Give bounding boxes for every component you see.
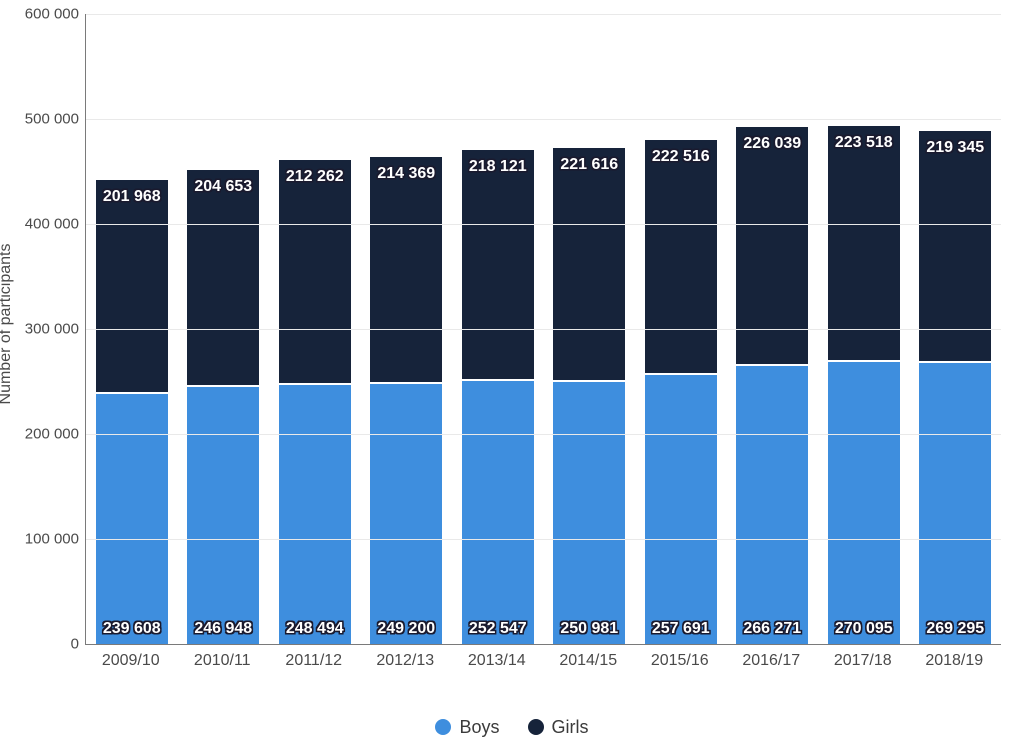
bar-value-label: 250 981 — [553, 620, 625, 638]
bar-segment-boys: 270 095 — [828, 360, 900, 644]
chart-frame: Number of participants 239 608201 968246… — [15, 4, 1009, 744]
bar-segment-boys: 248 494 — [279, 383, 351, 644]
x-tick-label: 2018/19 — [925, 652, 983, 670]
bar-value-label: 218 121 — [462, 158, 534, 176]
y-tick-label: 0 — [0, 636, 79, 653]
bar-value-label: 212 262 — [279, 168, 351, 186]
x-tick-label: 2016/17 — [742, 652, 800, 670]
y-tick-label: 200 000 — [0, 426, 79, 443]
bar-segment-boys: 266 271 — [736, 364, 808, 644]
bar-segment-girls: 212 262 — [279, 160, 351, 383]
bar-segment-girls: 201 968 — [96, 180, 168, 392]
gridline — [86, 119, 1001, 120]
bar-segment-boys: 269 295 — [919, 361, 991, 644]
gridline — [86, 434, 1001, 435]
bar-value-label: 201 968 — [96, 188, 168, 206]
legend-swatch — [528, 719, 544, 735]
bar-segment-girls: 204 653 — [187, 170, 259, 385]
plot-area: 239 608 201 968 246 948 204 653 248 494 212 2… — [85, 14, 1001, 645]
x-tick-label: 2015/16 — [651, 652, 709, 670]
bar-value-label: 266 271 — [736, 620, 808, 638]
bar-segment-girls: 222 516 — [645, 140, 717, 374]
y-tick-label: 100 000 — [0, 531, 79, 548]
bar-segment-girls: 219 345 — [919, 131, 991, 361]
x-tick-label: 2013/14 — [468, 652, 526, 670]
y-tick-label: 400 000 — [0, 216, 79, 233]
x-tick-label: 2011/12 — [285, 652, 342, 670]
bar-segment-boys: 252 547 — [462, 379, 534, 644]
bar-value-label: 249 200 — [370, 620, 442, 638]
bar-value-label: 248 494 — [279, 620, 351, 638]
legend-swatch — [435, 719, 451, 735]
bar-segment-boys: 250 981 — [553, 380, 625, 644]
bar-value-label: 204 653 — [187, 178, 259, 196]
bar-value-label: 221 616 — [553, 156, 625, 174]
bar-value-label: 222 516 — [645, 148, 717, 166]
bar-value-label: 252 547 — [462, 620, 534, 638]
bar-value-label: 214 369 — [370, 165, 442, 183]
bar-value-label: 257 691 — [645, 620, 717, 638]
bar-value-label: 219 345 — [919, 139, 991, 157]
bar-segment-girls: 214 369 — [370, 157, 442, 382]
y-tick-label: 500 000 — [0, 111, 79, 128]
x-tick-label: 2012/13 — [376, 652, 434, 670]
gridline — [86, 224, 1001, 225]
legend-item-boys: Boys — [435, 717, 499, 738]
bar-value-label: 246 948 — [187, 620, 259, 638]
bar-segment-boys: 246 948 — [187, 385, 259, 644]
x-tick-label: 2010/11 — [194, 652, 251, 670]
x-tick-label: 2009/10 — [102, 652, 160, 670]
bar-segment-girls: 218 121 — [462, 150, 534, 379]
bar-value-label: 226 039 — [736, 135, 808, 153]
bar-value-label: 269 295 — [919, 620, 991, 638]
x-tick-label: 2017/18 — [834, 652, 892, 670]
legend-item-girls: Girls — [528, 717, 589, 738]
legend-label: Boys — [459, 717, 499, 737]
bar-segment-boys: 257 691 — [645, 373, 717, 644]
bar-segment-boys: 239 608 — [96, 392, 168, 644]
bar-segment-boys: 249 200 — [370, 382, 442, 644]
bar-segment-girls: 223 518 — [828, 126, 900, 361]
legend-label: Girls — [552, 717, 589, 737]
gridline — [86, 539, 1001, 540]
bar-value-label: 223 518 — [828, 134, 900, 152]
bar-value-label: 270 095 — [828, 620, 900, 638]
legend: Boys Girls — [15, 717, 1009, 738]
bar-value-label: 239 608 — [96, 620, 168, 638]
bar-segment-girls: 221 616 — [553, 148, 625, 381]
y-tick-label: 300 000 — [0, 321, 79, 338]
gridline — [86, 14, 1001, 15]
y-tick-label: 600 000 — [0, 6, 79, 23]
gridline — [86, 329, 1001, 330]
x-tick-label: 2014/15 — [559, 652, 617, 670]
